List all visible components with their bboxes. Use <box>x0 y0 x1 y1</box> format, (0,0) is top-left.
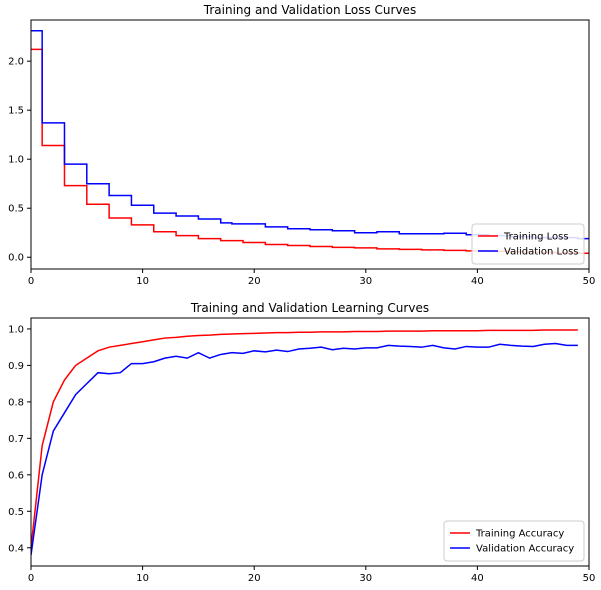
plot-frame <box>30 19 590 270</box>
legend-label: Training Accuracy <box>475 529 564 540</box>
series-line-training-accuracy <box>31 329 578 548</box>
y-tick-label: 1.0 <box>8 155 24 166</box>
x-tick-label: 20 <box>248 276 261 287</box>
y-tick-label: 0.8 <box>8 397 24 408</box>
y-tick-label: 0.6 <box>8 470 24 481</box>
x-tick-label: 10 <box>136 276 149 287</box>
legend-box <box>471 223 585 265</box>
y-tick-label: 0.5 <box>8 204 24 215</box>
legend: Training Accuracy Validation Accuracy <box>443 520 585 562</box>
x-tick-label: 50 <box>583 573 596 584</box>
y-tick-label: 1.0 <box>8 324 24 335</box>
legend-label: Training Loss <box>503 232 569 243</box>
y-tick-label: 0.5 <box>8 507 24 518</box>
chart-title: Training and Validation Loss Curves <box>203 3 416 17</box>
series-line-validation-loss <box>31 30 589 240</box>
legend: Training Loss Validation Loss <box>471 223 585 265</box>
y-tick-label: 0.7 <box>8 434 24 445</box>
x-tick-label: 20 <box>248 573 261 584</box>
accuracy-chart: Training and Validation Learning Curves 0… <box>8 301 595 584</box>
y-tick-label: 2.0 <box>8 57 24 68</box>
x-tick-label: 30 <box>359 573 372 584</box>
loss-chart: Training and Validation Loss Curves 0 10 20… <box>8 3 595 287</box>
legend-label: Validation Accuracy <box>476 544 574 555</box>
y-tick-label: 0.9 <box>8 361 24 372</box>
x-tick-label: 10 <box>136 573 149 584</box>
y-tick-label: 1.5 <box>8 106 24 117</box>
x-tick-label: 30 <box>359 276 372 287</box>
x-tick-label: 50 <box>583 276 596 287</box>
series-line-validation-accuracy <box>31 342 578 556</box>
chart-title: Training and Validation Learning Curves <box>190 301 429 315</box>
legend-label: Validation Loss <box>504 247 579 258</box>
x-tick-label: 0 <box>28 573 34 584</box>
x-tick-label: 40 <box>471 573 484 584</box>
plot-frame <box>30 317 590 567</box>
x-tick-label: 0 <box>28 276 34 287</box>
y-tick-label: 0.4 <box>8 543 24 554</box>
y-tick-label: 0.0 <box>8 253 24 264</box>
legend-box <box>443 520 585 562</box>
x-tick-label: 40 <box>471 276 484 287</box>
series-line-training-loss <box>31 48 589 255</box>
